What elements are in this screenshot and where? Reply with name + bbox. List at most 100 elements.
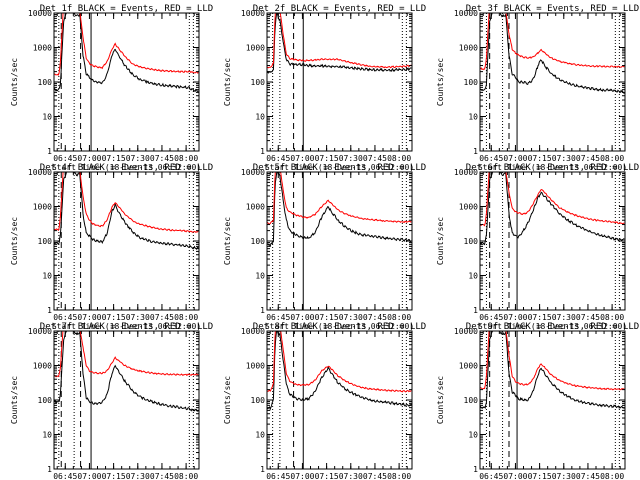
x-tick-label: 07:45 (150, 154, 174, 163)
series-line-lld (54, 13, 199, 76)
y-axis-title: Counts/sec (436, 58, 445, 106)
series-line-lld (480, 13, 625, 71)
y-tick-label: 100 (251, 237, 266, 246)
y-tick-label: 10000 (28, 168, 52, 177)
x-tick-label: 07:00 (290, 154, 314, 163)
x-tick-label: 07:30 (126, 154, 150, 163)
y-tick-label: 10 (255, 113, 265, 122)
y-axis-title: Counts/sec (436, 376, 445, 424)
panel-title: Det 6f BLACK = Events, RED = LLD (466, 163, 639, 173)
panel-7: Det 7f BLACK = Events, RED = LLD 1 10 100 10… (10, 322, 213, 480)
y-tick-label: 1 (473, 465, 478, 474)
y-tick-label: 10 (468, 113, 478, 122)
series-line-lld (267, 172, 412, 225)
x-tick-label: 07:15 (315, 154, 339, 163)
y-axis-title: Counts/sec (436, 217, 445, 265)
series-line-lld (267, 13, 412, 69)
y-tick-label: 10000 (454, 168, 478, 177)
x-tick-label: 07:30 (339, 472, 363, 480)
panel-2: Det 2f BLACK = Events, RED = LLD 1 10 100 10… (223, 4, 426, 172)
series-line-lld (54, 331, 199, 378)
y-tick-label: 100 (464, 78, 479, 87)
y-tick-label: 100 (38, 78, 53, 87)
x-tick-label: 07:45 (576, 313, 600, 322)
y-tick-label: 1 (260, 306, 265, 315)
x-axis-title: Start Time (18-Dec-13 06:32:00) (478, 322, 627, 331)
y-tick-label: 100 (464, 237, 479, 246)
y-tick-label: 1000 (33, 44, 52, 53)
x-tick-label: 06:45 (266, 313, 290, 322)
x-tick-label: 08:00 (600, 313, 624, 322)
x-tick-label: 07:00 (77, 313, 101, 322)
x-tick-label: 07:15 (315, 472, 339, 480)
x-tick-label: 07:15 (315, 313, 339, 322)
series-line-lld (480, 172, 625, 227)
y-tick-label: 10000 (454, 9, 478, 18)
x-tick-label: 08:00 (600, 154, 624, 163)
x-tick-label: 07:15 (102, 154, 126, 163)
panel-4: Det 4f BLACK = Events, RED = LLD 1 10 100 10… (10, 163, 213, 331)
x-axis-title: Start Time (18-Dec-13 06:32:00) (265, 322, 414, 331)
series-line-events (267, 331, 412, 411)
series-line-events (54, 13, 199, 93)
x-tick-label: 07:45 (150, 313, 174, 322)
y-tick-label: 1 (473, 147, 478, 156)
panel-title: Det 2f BLACK = Events, RED = LLD (253, 4, 426, 14)
y-tick-label: 1000 (33, 203, 52, 212)
x-tick-label: 08:00 (174, 313, 198, 322)
y-tick-label: 10000 (241, 168, 265, 177)
x-tick-label: 07:15 (528, 154, 552, 163)
series-line-events (267, 172, 412, 248)
x-tick-label: 07:30 (552, 313, 576, 322)
y-tick-label: 10 (468, 431, 478, 440)
y-tick-label: 1000 (246, 203, 265, 212)
series-line-events (480, 172, 625, 246)
x-axis-title: Start Time (18-Dec-13 06:32:00) (265, 163, 414, 172)
x-tick-label: 07:15 (102, 313, 126, 322)
y-tick-label: 100 (251, 396, 266, 405)
y-tick-label: 1000 (33, 362, 52, 371)
series-line-events (480, 331, 625, 410)
panel-6: Det 6f BLACK = Events, RED = LLD 1 10 100 10… (436, 163, 639, 331)
panel-title: Det 1f BLACK = Events, RED = LLD (40, 4, 213, 14)
y-axis-title: Counts/sec (223, 58, 232, 106)
x-tick-label: 08:00 (600, 472, 624, 480)
x-tick-label: 07:45 (576, 154, 600, 163)
x-tick-label: 06:45 (53, 472, 77, 480)
y-tick-label: 1 (260, 147, 265, 156)
x-tick-label: 08:00 (387, 154, 411, 163)
y-tick-label: 100 (464, 396, 479, 405)
x-tick-label: 07:15 (528, 313, 552, 322)
panel-title: Det 8f BLACK = Events, RED = LLD (253, 322, 426, 332)
x-tick-label: 08:00 (387, 313, 411, 322)
series-line-events (267, 13, 412, 74)
y-axis-title: Counts/sec (10, 217, 19, 265)
y-tick-label: 100 (38, 396, 53, 405)
x-tick-label: 07:30 (339, 313, 363, 322)
y-tick-label: 1 (47, 147, 52, 156)
y-tick-label: 1000 (459, 44, 478, 53)
x-tick-label: 07:45 (363, 154, 387, 163)
y-tick-label: 1000 (459, 203, 478, 212)
y-axis-title: Counts/sec (10, 376, 19, 424)
x-tick-label: 07:30 (339, 154, 363, 163)
y-axis-title: Counts/sec (10, 58, 19, 106)
x-tick-label: 07:00 (77, 154, 101, 163)
series-line-events (54, 172, 199, 250)
y-axis-title: Counts/sec (223, 217, 232, 265)
x-tick-label: 07:15 (528, 472, 552, 480)
x-tick-label: 07:00 (503, 154, 527, 163)
y-tick-label: 10000 (241, 327, 265, 336)
x-tick-label: 08:00 (387, 472, 411, 480)
x-tick-label: 06:45 (479, 313, 503, 322)
series-line-lld (54, 172, 199, 234)
y-tick-label: 10 (255, 272, 265, 281)
x-tick-label: 07:00 (503, 472, 527, 480)
x-tick-label: 07:00 (290, 313, 314, 322)
y-tick-label: 1000 (459, 362, 478, 371)
y-tick-label: 1000 (246, 362, 265, 371)
x-tick-label: 07:45 (150, 472, 174, 480)
panel-8: Det 8f BLACK = Events, RED = LLD 1 10 100 10… (223, 322, 426, 480)
y-tick-label: 1000 (246, 44, 265, 53)
y-tick-label: 1 (260, 465, 265, 474)
